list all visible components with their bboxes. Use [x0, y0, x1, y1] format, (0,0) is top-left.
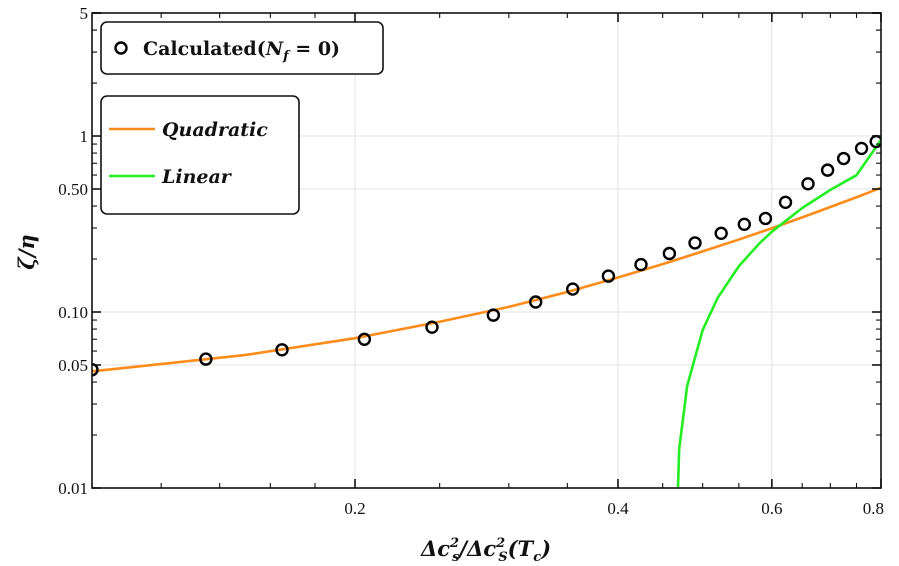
- data-point: [92, 363, 99, 377]
- x-axis-title: Δc2 s/Δc2 S(Tc): [420, 536, 551, 565]
- data-point: [634, 257, 648, 272]
- legend-label-calculated: Calculated(Nf = 0): [143, 38, 340, 64]
- data-point: [714, 226, 728, 241]
- data-point: [778, 195, 793, 210]
- data-point: [836, 151, 851, 166]
- plot-frame: [91, 12, 882, 489]
- ticks: [91, 12, 882, 489]
- y-axis-title: ζ/η: [14, 234, 39, 269]
- legend-calculated: Calculated(Nf = 0): [100, 21, 384, 75]
- x-tick-label: 0.8: [863, 499, 884, 518]
- legend-label-linear: Linear: [161, 166, 233, 188]
- data-point: [486, 308, 501, 322]
- data-point: [737, 217, 752, 232]
- data-point: [601, 269, 616, 283]
- legend-fits: Quadratic Linear: [100, 95, 300, 215]
- data-point: [688, 236, 702, 250]
- grid: [92, 12, 882, 489]
- data-point: [357, 332, 372, 346]
- x-tick-label: 0.6: [761, 499, 782, 518]
- data-point: [425, 320, 439, 334]
- data-point: [528, 295, 543, 309]
- x-tick-label: 0.2: [344, 499, 365, 518]
- data-point: [566, 282, 580, 296]
- data-point: [801, 177, 815, 191]
- x-tick-label: 0.4: [607, 499, 629, 518]
- legend-label-quadratic: Quadratic: [162, 119, 268, 141]
- data-point: [820, 163, 835, 177]
- y-tick-label: 0.10: [58, 303, 88, 322]
- data-point: [662, 246, 677, 261]
- data-point: [199, 352, 213, 366]
- tick-labels: 0.2 0.4 0.6 0.8 0.01 0.05 0.10 0.50 1 5: [58, 4, 884, 518]
- data-point: [758, 211, 773, 226]
- y-tick-label: 5: [80, 4, 89, 23]
- y-tick-label: 0.05: [58, 356, 88, 375]
- y-tick-label: 0.50: [58, 180, 88, 199]
- y-tick-label: 0.01: [58, 479, 88, 498]
- data-point: [275, 343, 289, 357]
- legend-marker-calculated: [114, 41, 128, 55]
- series-line-linear: [676, 139, 881, 488]
- data-point: [854, 141, 869, 156]
- y-tick-label: 1: [80, 127, 89, 146]
- series-layer: [92, 134, 881, 488]
- legend-box-calculated: [100, 21, 384, 75]
- legend-box-fits: [100, 95, 300, 215]
- series-line-quadratic: [92, 186, 881, 373]
